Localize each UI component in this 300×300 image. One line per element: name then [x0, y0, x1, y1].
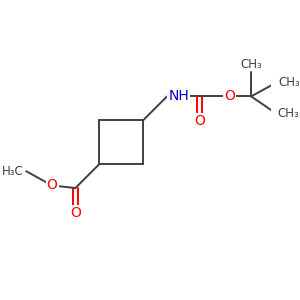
Text: H₃C: H₃C [2, 165, 24, 178]
Text: CH₃: CH₃ [277, 107, 299, 120]
Text: CH₃: CH₃ [278, 76, 300, 89]
Text: O: O [194, 114, 205, 128]
Text: O: O [46, 178, 58, 193]
Text: O: O [70, 206, 81, 220]
Text: CH₃: CH₃ [240, 58, 262, 70]
Text: NH: NH [168, 89, 189, 103]
Text: O: O [224, 89, 235, 103]
